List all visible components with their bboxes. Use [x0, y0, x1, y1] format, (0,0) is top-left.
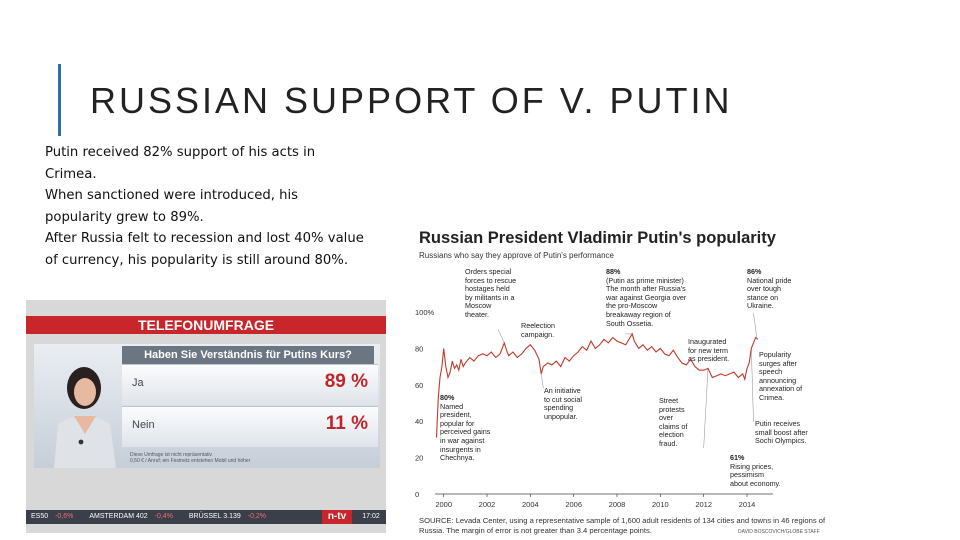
tv-option-percent: 11 % — [325, 413, 368, 434]
ticker-name: AMSTERDAM 402 — [89, 513, 148, 520]
ticker-name: BRÜSSEL 3.139 — [188, 513, 241, 520]
body-line: popularity grew to 89%. — [45, 209, 204, 225]
x-tick-label: 2008 — [609, 500, 626, 509]
body-line: After Russia felt to recession and lost … — [45, 231, 364, 247]
chart-credit: DAVID BOSCOVICH/GLOBE STAFF — [738, 529, 820, 535]
chart-annotation: 61% Rising prices, pessimism about econom… — [730, 453, 781, 488]
chart-annotation: Orders special forces to rescue hostages… — [465, 267, 517, 319]
tv-poll-image: TELEFONUMFRAGE Haben Sie Verständnis für… — [26, 300, 386, 533]
annotation-leader — [753, 312, 757, 338]
chart-source: SOURCE: Levada Center, using a represent… — [419, 516, 826, 535]
x-tick-label: 2002 — [479, 500, 496, 509]
ntv-logo: n-tv — [322, 510, 352, 524]
annotation-leader — [540, 373, 544, 389]
annotation-leader — [751, 348, 754, 423]
chart-annotation: 86% National pride over tough stance on U… — [747, 267, 792, 311]
tv-option-row: Nein 11 % — [122, 406, 378, 447]
chart-annotation: Street protests over claims of election … — [659, 396, 688, 448]
news-anchor-figure — [54, 367, 116, 468]
x-tick-label: 2000 — [435, 500, 452, 509]
chart-annotation: Putin receives small boost after Sochi O… — [755, 419, 808, 446]
y-tick-label: 60 — [415, 381, 423, 390]
tv-clock: 17:02 — [362, 513, 380, 520]
popularity-chart: 0 20 40 60 80 100% 2000 2002 2004 2006 2008 2010 201… — [415, 308, 773, 509]
tv-option-label: Nein — [132, 419, 155, 431]
body-line: of currency, his popularity is still aro… — [45, 252, 349, 268]
y-tick-label: 0 — [415, 490, 419, 499]
chart-annotation: 88% (Putin as prime minister) The month a… — [606, 267, 687, 328]
x-tick-label: 2010 — [652, 500, 669, 509]
x-tick-label: 2014 — [739, 500, 756, 509]
tv-option-row: Ja 89 % — [122, 364, 378, 405]
tv-footnote-line: Diese Umfrage ist nicht repräsentativ — [130, 452, 212, 458]
body-line: When sanctioned were introduced, his — [45, 188, 299, 204]
y-tick-label: 100% — [415, 308, 435, 317]
y-tick-label: 20 — [415, 454, 423, 463]
body-line: Putin received 82% support of his acts i… — [45, 145, 316, 160]
ticker-name: ES50 — [31, 513, 49, 520]
chart-annotation: Inaugurated for new term as president. — [688, 337, 730, 364]
tv-ticker: ES50 -0,6% AMSTERDAM 402 -0,4% BRÜSSEL 3… — [26, 510, 386, 524]
tv-question: Haben Sie Verständnis für Putins Kurs? — [122, 346, 374, 364]
ticker-change: -0,2% — [247, 513, 267, 520]
chart-title: Russian President Vladimir Putin's popul… — [419, 229, 776, 247]
chart-annotation: Reelection campaign. — [521, 321, 555, 339]
chart-annotation: Popularity surges after speech announcin… — [759, 350, 803, 402]
chart-subtitle: Russians who say they approve of Putin's… — [419, 251, 614, 260]
y-tick-label: 40 — [415, 417, 423, 426]
chart-annotation: 80% Named president, popular for perceive… — [440, 393, 491, 463]
annotation-leader — [497, 328, 505, 344]
tv-option-percent: 89 % — [324, 371, 368, 392]
approval-line — [435, 332, 759, 438]
tv-option-label: Ja — [132, 377, 144, 389]
slide-title: RUSSIAN SUPPORT OF V. PUTIN — [90, 80, 733, 121]
x-tick-label: 2004 — [522, 500, 539, 509]
accent-bar — [58, 64, 61, 136]
ticker-change: -0,6% — [55, 513, 74, 520]
tv-banner: TELEFONUMFRAGE — [26, 316, 386, 334]
body-text: Putin received 82% support of his acts i… — [45, 142, 405, 272]
chart-annotation: An initiative to cut social spending unp… — [544, 386, 582, 421]
x-tick-label: 2012 — [695, 500, 712, 509]
ticker-change: -0,4% — [154, 513, 173, 520]
y-tick-label: 80 — [415, 344, 423, 353]
x-tick-label: 2006 — [565, 500, 582, 509]
tv-footnote: Diese Umfrage ist nicht repräsentativ 0,… — [130, 452, 250, 464]
tv-footnote-line: 0,50 € / Anruf; ein Festnetz entstehen M… — [130, 458, 251, 464]
annotation-leader — [703, 368, 709, 449]
body-line: Crimea. — [45, 166, 97, 182]
